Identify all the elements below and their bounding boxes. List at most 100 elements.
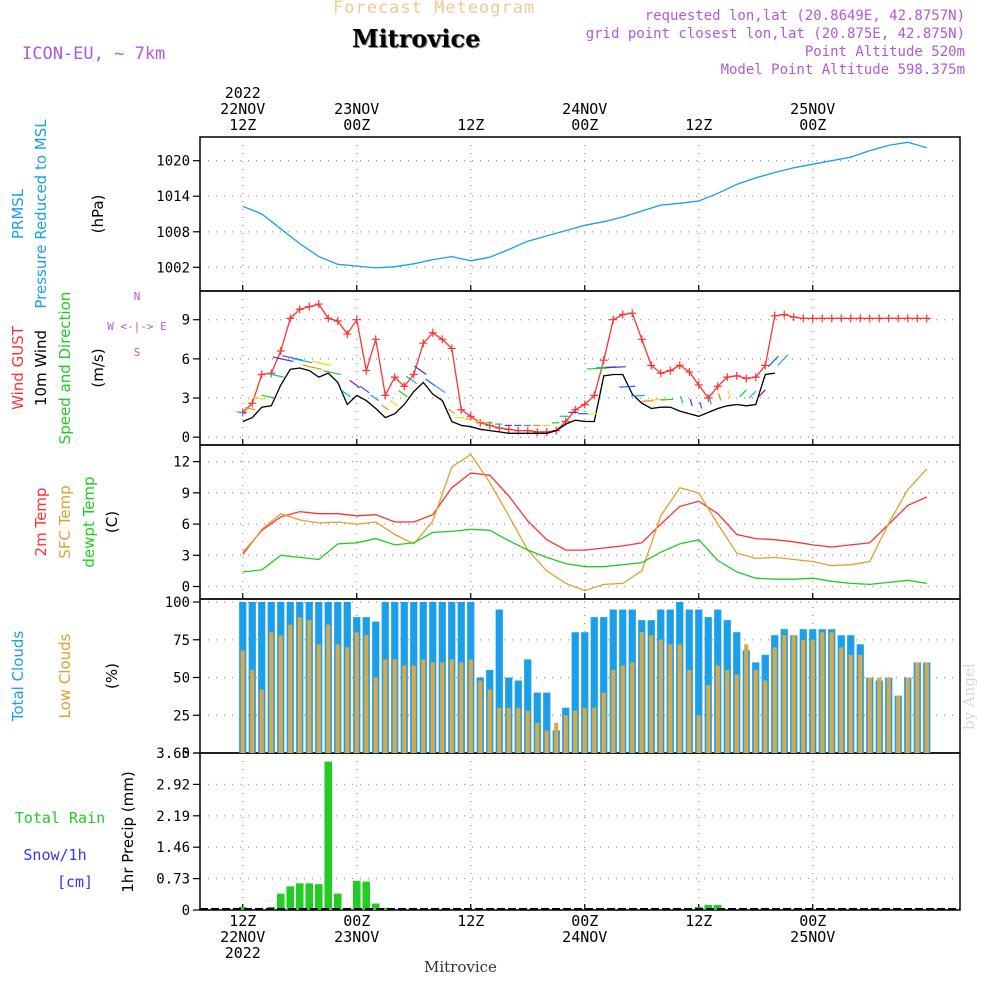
time-label-bottom: 2022 [225, 944, 261, 962]
wind-direction-arrow [448, 408, 456, 415]
pressure-label-desc: Pressure Reduced to MSL [32, 119, 50, 309]
low-cloud-bar [620, 665, 625, 753]
wind-direction-arrow [341, 390, 351, 398]
low-cloud-bar [278, 635, 283, 753]
precip-panel: 0 0.73 1.46 2.19 2.92 3.65 [156, 746, 961, 919]
model-altitude: Model Point Altitude 598.375m [720, 62, 965, 78]
pressure-ytick-label: 1020 [156, 154, 190, 170]
pressure-series-0 [242, 141, 927, 269]
wind-gust-marker [723, 373, 732, 382]
rain-bar [704, 904, 713, 910]
model-label: ICON-EU, ~ 7km [22, 44, 166, 64]
wind-gust-marker [609, 315, 618, 324]
pressure-frame [199, 136, 961, 292]
wind-gust-marker [618, 310, 627, 319]
wind-gust-marker [637, 335, 646, 344]
low-cloud-bar [725, 669, 730, 753]
wind-direction-arrow [252, 396, 265, 400]
wind-direction-arrow [303, 364, 322, 370]
wind-label-gust: Wind GUST [9, 325, 27, 410]
point-altitude: Point Altitude 520m [804, 44, 965, 60]
wind-gust-marker [352, 315, 361, 324]
wind-gust-marker [476, 418, 485, 427]
low-cloud-bar [696, 715, 701, 753]
time-label-bottom: 24NOV [562, 928, 607, 946]
wind-gust-marker [694, 380, 703, 389]
low-cloud-bar [516, 707, 521, 753]
wind-label-10m: 10m Wind [32, 330, 50, 406]
station-name: Mitrovice [352, 24, 481, 53]
low-cloud-bar [573, 710, 578, 753]
low-cloud-bar [886, 677, 891, 753]
low-cloud-bar [316, 644, 321, 753]
pressure-ytick-label: 1014 [156, 189, 190, 205]
wind-direction-arrow [767, 355, 779, 368]
wind-gust-marker [343, 330, 352, 339]
wind-gust-marker [751, 373, 760, 382]
low-cloud-bar [639, 632, 644, 753]
footer-station: Mitrovice [424, 958, 497, 976]
temperature-ytick-label: 3 [182, 548, 190, 564]
rain-bar [286, 886, 295, 910]
low-cloud-bar [630, 662, 635, 753]
wind-direction-arrow [619, 385, 636, 388]
temperature-series-0 [242, 472, 928, 554]
wind-gust-marker [628, 309, 637, 318]
low-cloud-bar [345, 647, 350, 753]
low-cloud-bar [250, 669, 255, 753]
wind-direction-arrow [680, 395, 684, 404]
wind-ytick-label: 6 [182, 352, 190, 368]
low-cloud-bar [715, 665, 720, 753]
wind-direction-arrow [272, 356, 294, 363]
wind-direction-arrow [605, 366, 626, 369]
wind-gust-marker [922, 314, 931, 323]
rain-bar [371, 903, 380, 910]
wind-gust-marker [685, 367, 694, 376]
precip-ytick-label: 1.46 [156, 840, 190, 856]
wind-direction-arrow [323, 370, 341, 376]
clouds-label-total: Total Clouds [9, 631, 27, 723]
low-cloud-bar [269, 632, 274, 753]
low-cloud-bar [848, 654, 853, 753]
time-label-bottom: 25NOV [790, 928, 835, 946]
wind-direction-arrow [261, 394, 275, 399]
precip-ytick-label: 0.73 [156, 872, 190, 888]
wind-gust-marker [837, 314, 846, 323]
rain-bar [333, 893, 342, 910]
low-cloud-bar [497, 707, 502, 753]
wind-gust-marker [818, 314, 827, 323]
wind-direction-arrow [292, 357, 313, 364]
low-cloud-bar [687, 669, 692, 753]
wind-gust-marker [295, 305, 304, 314]
wind-gust-marker [419, 339, 428, 348]
low-cloud-bar [858, 654, 863, 753]
clouds-unit: (%) [103, 663, 121, 689]
low-cloud-bar [383, 659, 388, 753]
wind-series-1 [242, 367, 775, 434]
wind-gust-marker [590, 391, 599, 400]
time-label-bottom: 00Z [571, 912, 598, 930]
clouds-ytick-label: 100 [165, 595, 190, 611]
wind-direction-arrow [413, 365, 427, 376]
wind-gust-marker [827, 314, 836, 323]
low-cloud-bar [658, 639, 663, 753]
low-cloud-bar [601, 692, 606, 753]
time-label-top: 12Z [229, 116, 256, 134]
wind-ytick-label: 0 [182, 430, 190, 446]
total-cloud-bar [581, 632, 589, 753]
rain-bar [324, 761, 333, 910]
low-cloud-bar [896, 695, 901, 753]
rain-bar [713, 904, 722, 910]
time-label-top: 23NOV [334, 100, 379, 118]
low-cloud-bar [810, 639, 815, 753]
low-cloud-bar [354, 632, 359, 753]
wind-direction-arrow [586, 367, 607, 370]
clouds-ytick-label: 75 [173, 633, 190, 649]
wind-gust-marker [457, 405, 466, 414]
rain-bar [295, 883, 304, 910]
low-cloud-bar [877, 677, 882, 753]
wind-direction-arrow [777, 354, 789, 366]
temperature-ytick-label: 0 [182, 580, 190, 596]
wind-direction-arrow [370, 394, 380, 402]
wind-gust-marker [666, 366, 675, 375]
